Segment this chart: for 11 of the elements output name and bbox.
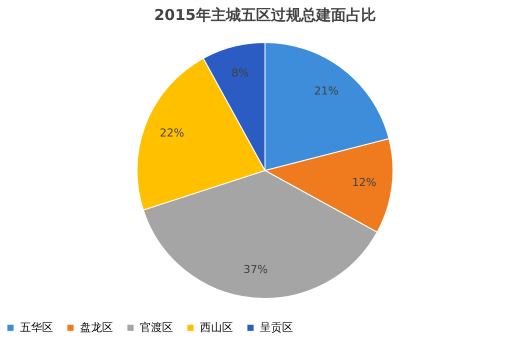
data-label: 21% [314,84,339,98]
legend-label: 盘龙区 [80,320,113,334]
legend-label: 西山区 [200,320,233,334]
data-label: 8% [231,66,249,80]
legend-label: 呈贡区 [260,320,293,334]
legend-label: 五华区 [20,320,53,334]
legend-label: 官渡区 [140,320,173,334]
data-label: 12% [352,176,376,190]
chart-title: 2015年主城五区过规总建面占比 [154,6,376,24]
data-label: 37% [243,263,268,276]
data-label: 22% [160,126,184,140]
